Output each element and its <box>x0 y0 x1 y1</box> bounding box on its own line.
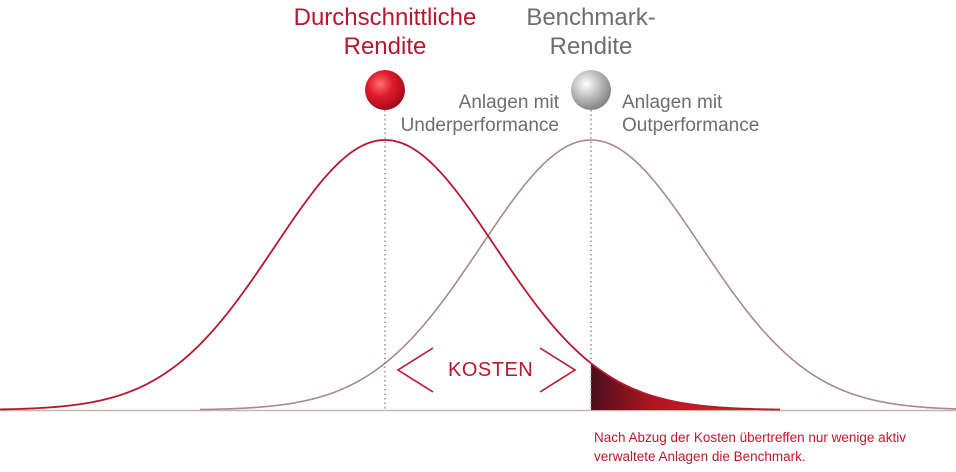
benchmark-marker <box>571 70 611 110</box>
benchmark-distribution-curve <box>199 139 956 411</box>
outperformance-tail-area <box>591 363 770 410</box>
benchmark-return-title: Benchmark- Rendite <box>526 4 656 60</box>
average-return-distribution-curve <box>0 139 781 411</box>
outperformance-label: Anlagen mit Outperformance <box>622 92 760 136</box>
costs-label: KOSTEN <box>448 359 534 381</box>
costs-left-chevron <box>396 347 434 393</box>
average-return-marker <box>365 70 405 110</box>
costs-right-chevron <box>539 347 577 393</box>
underperformance-label: Anlagen mit Underperformance <box>400 92 559 136</box>
footnote-text: Nach Abzug der Kosten übertreffen nur we… <box>594 430 906 464</box>
average-return-title: Durchschnittliche Rendite <box>293 4 477 60</box>
